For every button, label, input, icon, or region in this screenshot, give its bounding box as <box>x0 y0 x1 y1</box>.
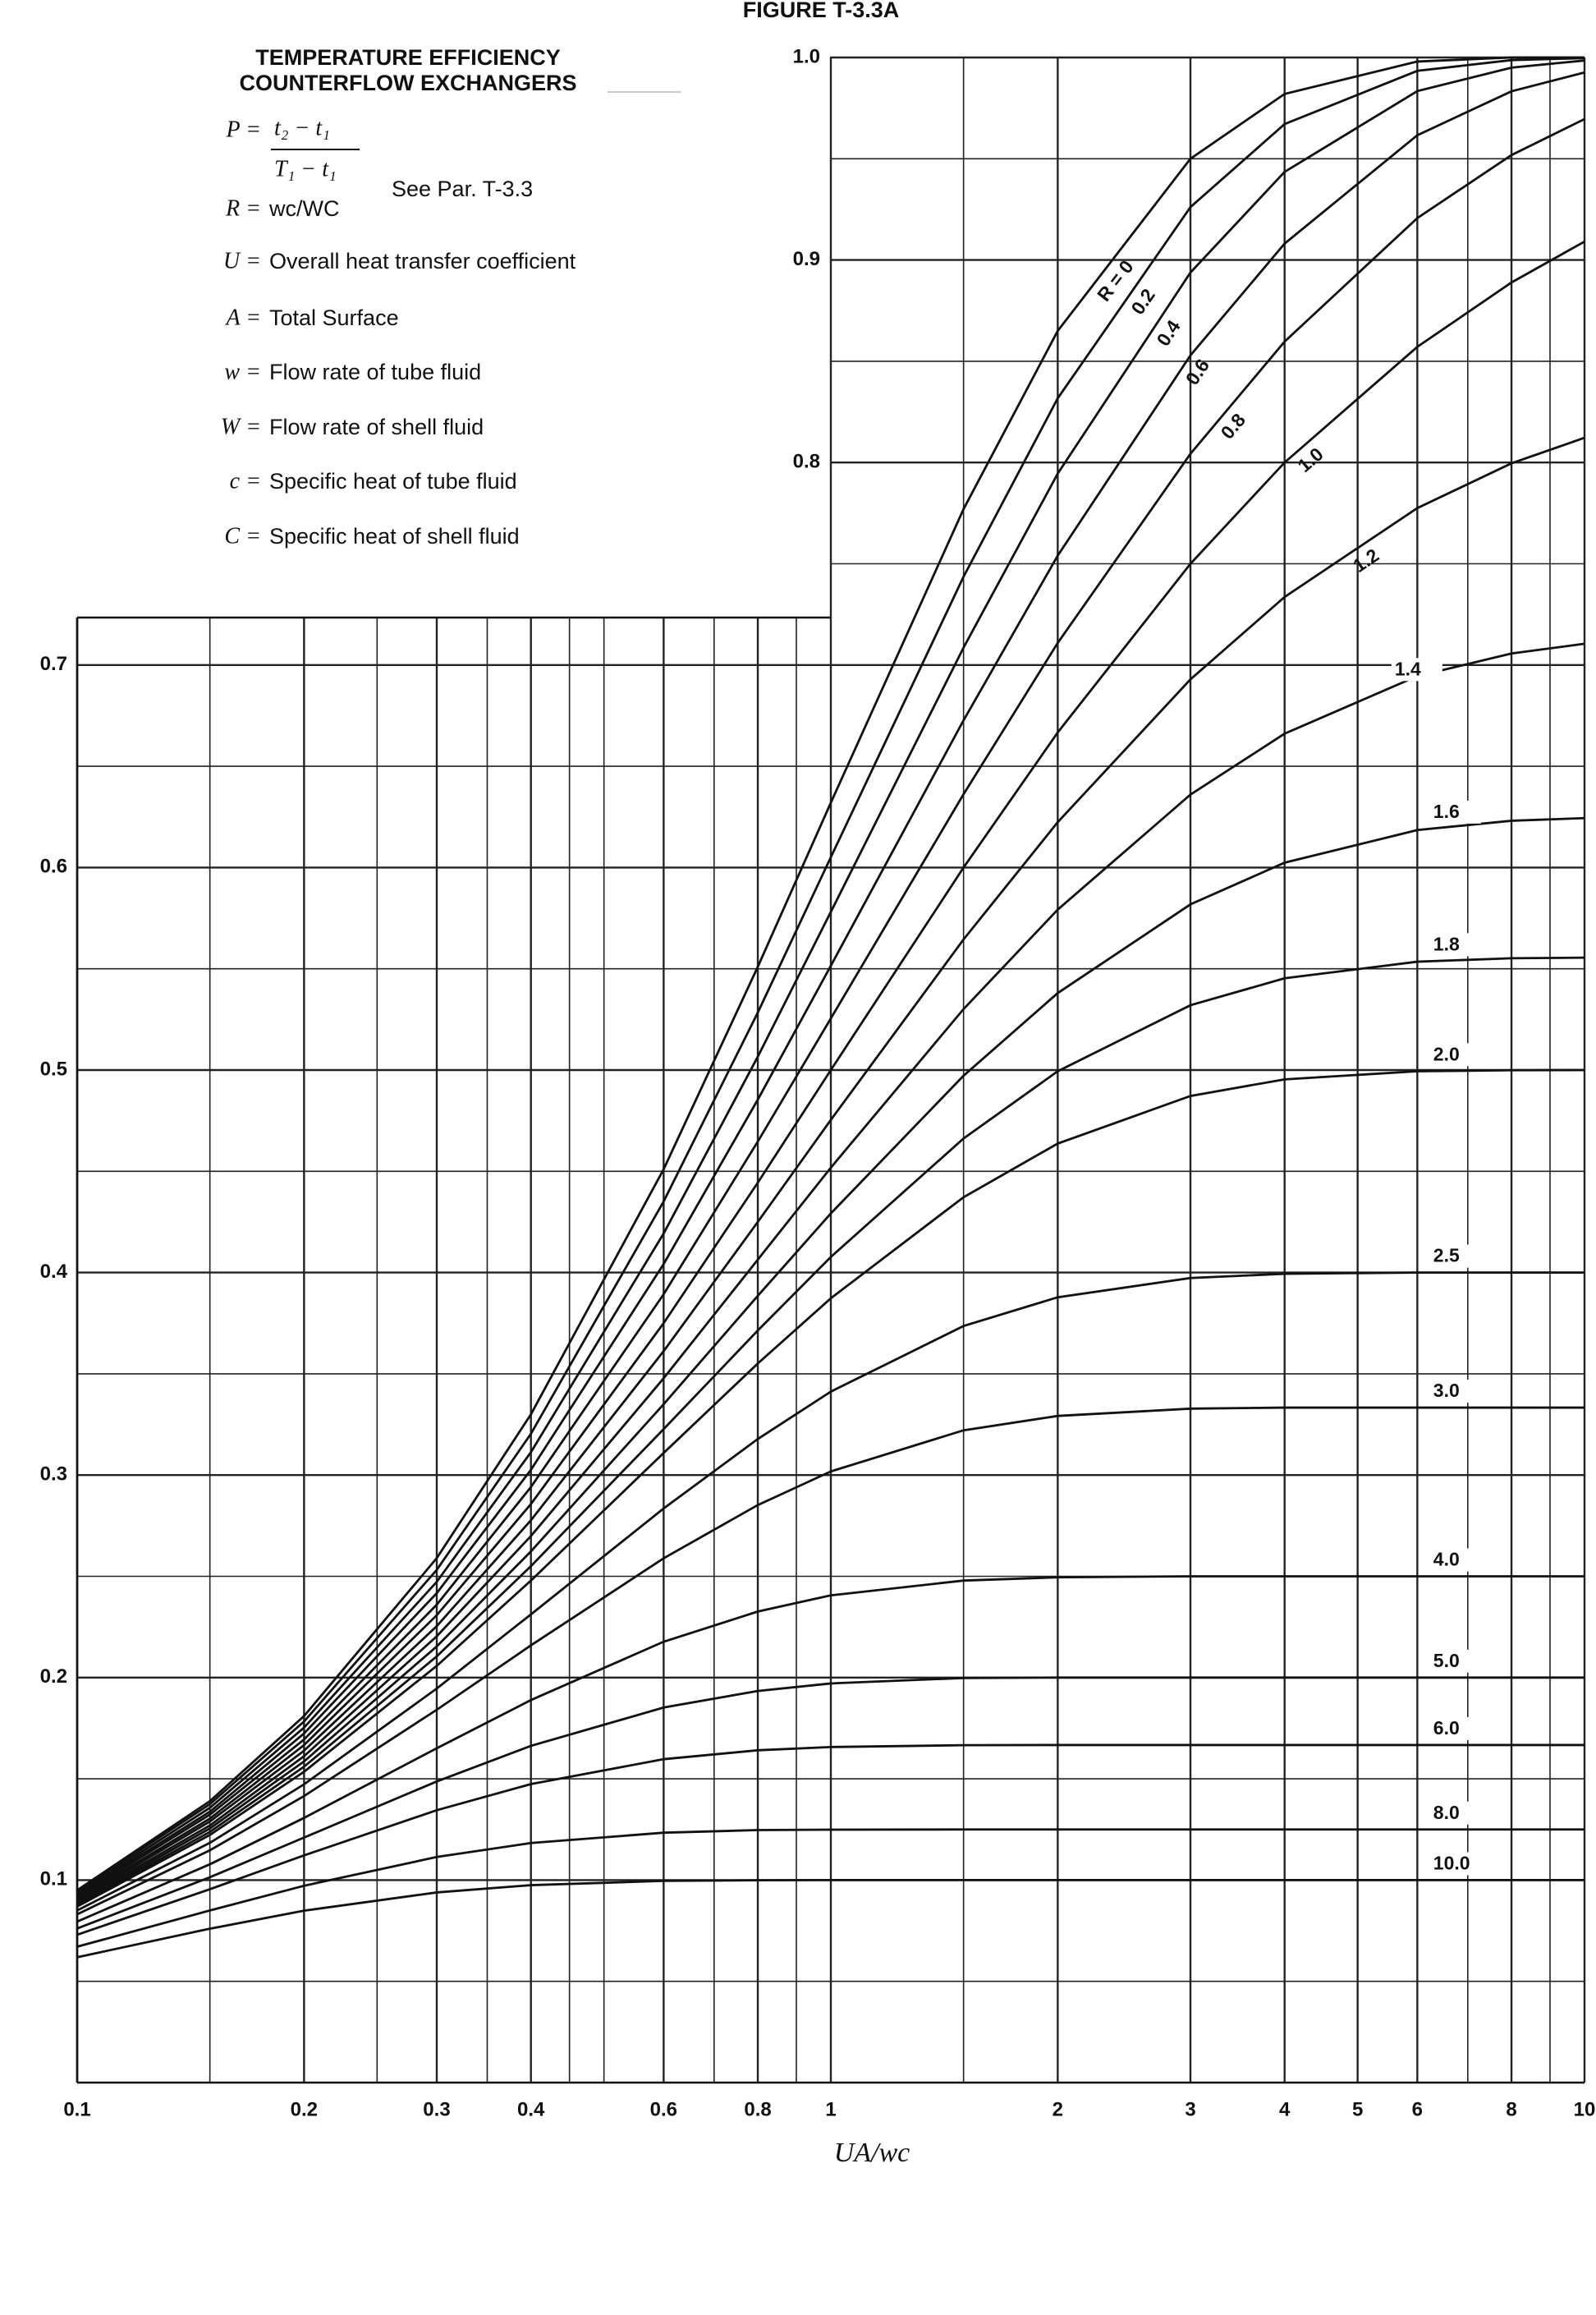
curve-label: 1.0 <box>1293 443 1327 477</box>
x-tick-label: 4 <box>1279 2098 1291 2120</box>
x-tick-label: 3 <box>1185 2098 1195 2120</box>
curve <box>76 59 1585 1895</box>
curve <box>76 57 1585 1893</box>
label-bg <box>1429 1852 1481 1876</box>
curve <box>76 1828 1585 1948</box>
curve <box>76 1676 1585 1930</box>
definition-symbol: R = <box>225 195 261 221</box>
label-bg <box>1429 1548 1481 1572</box>
curve-label: 3.0 <box>1433 1380 1460 1401</box>
curve-label: 1.8 <box>1433 933 1460 954</box>
curve <box>76 1879 1585 1959</box>
x-tick-label: 6 <box>1412 2098 1423 2120</box>
chart-title: FIGURE T-3.3A <box>743 0 900 22</box>
definition-text: Specific heat of shell fluid <box>269 524 520 549</box>
definition-text: Flow rate of shell fluid <box>269 415 484 439</box>
x-tick-label: 0.3 <box>423 2098 450 2120</box>
x-tick-label: 8 <box>1506 2098 1516 2120</box>
definition-text: Total Surface <box>269 305 399 330</box>
x-tick-label: 1 <box>825 2098 836 2120</box>
definition-symbol: c = <box>230 468 261 494</box>
label-bg <box>1429 933 1481 957</box>
y-tick-label: 0.5 <box>40 1058 67 1080</box>
curve <box>76 240 1585 1900</box>
y-tick-label: 0.9 <box>793 248 820 270</box>
curve-label: R = 0 <box>1093 256 1138 305</box>
curve <box>76 1743 1585 1936</box>
curve-label: 1.4 <box>1395 658 1421 679</box>
label-bg <box>1429 1043 1481 1067</box>
label-bg <box>1429 1649 1481 1673</box>
definition-text: Specific heat of tube fluid <box>269 469 517 494</box>
curve-label: 0.2 <box>1126 285 1159 319</box>
curve <box>76 436 1585 1902</box>
y-tick-label: 0.1 <box>40 1868 67 1890</box>
curve <box>76 956 1585 1906</box>
curve-label: 5.0 <box>1433 1650 1460 1671</box>
fraction-denominator: T₁ − t₁ <box>274 156 337 181</box>
curve <box>76 117 1585 1898</box>
y-tick-label: 1.0 <box>793 45 820 67</box>
curve-label: 4.0 <box>1433 1549 1460 1570</box>
x-tick-label: 0.8 <box>744 2098 771 2120</box>
x-tick-label: 10 <box>1574 2098 1596 2120</box>
legend-title: COUNTERFLOW EXCHANGERS <box>240 71 577 95</box>
x-tick-label: 0.2 <box>291 2098 318 2120</box>
legend-title: TEMPERATURE EFFICIENCY <box>255 45 561 70</box>
curve <box>76 1575 1585 1923</box>
definition-symbol: W = <box>221 414 261 439</box>
definition-symbol: U = <box>223 248 261 273</box>
note: See Par. T-3.3 <box>392 177 533 201</box>
curve <box>76 642 1585 1904</box>
definition-symbol: w = <box>224 359 261 384</box>
definition-text: wc/WC <box>268 196 339 221</box>
curve <box>76 1406 1585 1916</box>
y-tick-label: 0.3 <box>40 1463 67 1486</box>
x-tick-label: 5 <box>1352 2098 1363 2120</box>
label-bg <box>1391 658 1442 682</box>
label-bg <box>1429 1380 1481 1403</box>
definition-text: Overall heat transfer coefficient <box>269 249 576 273</box>
curve-label: 8.0 <box>1433 1802 1460 1823</box>
curve-label: 2.5 <box>1433 1245 1460 1266</box>
curve-label: 2.0 <box>1433 1043 1460 1064</box>
curve-label: 10.0 <box>1433 1852 1470 1873</box>
y-tick-label: 0.6 <box>40 856 67 878</box>
y-tick-label: 0.7 <box>40 653 67 675</box>
x-tick-label: 0.1 <box>63 2098 90 2120</box>
x-axis-title: UA/wc <box>834 2138 910 2168</box>
definition-symbol: P = <box>226 117 262 142</box>
definition-text: Flow rate of tube fluid <box>269 360 481 384</box>
curve-label: 6.0 <box>1433 1717 1460 1739</box>
x-tick-label: 0.6 <box>650 2098 677 2120</box>
curve-label: 1.6 <box>1433 801 1460 822</box>
label-bg <box>1429 1716 1481 1740</box>
y-tick-label: 0.4 <box>40 1261 68 1283</box>
curve-label: 0.8 <box>1217 409 1250 443</box>
curve <box>76 1068 1585 1908</box>
y-tick-label: 0.2 <box>40 1665 67 1688</box>
label-bg <box>1429 800 1481 824</box>
curve <box>76 56 1585 1891</box>
fraction-numerator: t₂ − t₁ <box>274 115 330 140</box>
y-tick-label: 0.8 <box>793 451 820 473</box>
curve <box>76 1271 1585 1912</box>
curve <box>76 816 1585 1905</box>
label-bg <box>1429 1244 1481 1268</box>
label-bg <box>1429 1801 1481 1825</box>
definition-symbol: C = <box>224 523 261 549</box>
x-tick-label: 2 <box>1053 2098 1063 2120</box>
definition-symbol: A = <box>225 305 262 330</box>
x-tick-label: 0.4 <box>517 2098 545 2120</box>
curve <box>76 71 1585 1896</box>
